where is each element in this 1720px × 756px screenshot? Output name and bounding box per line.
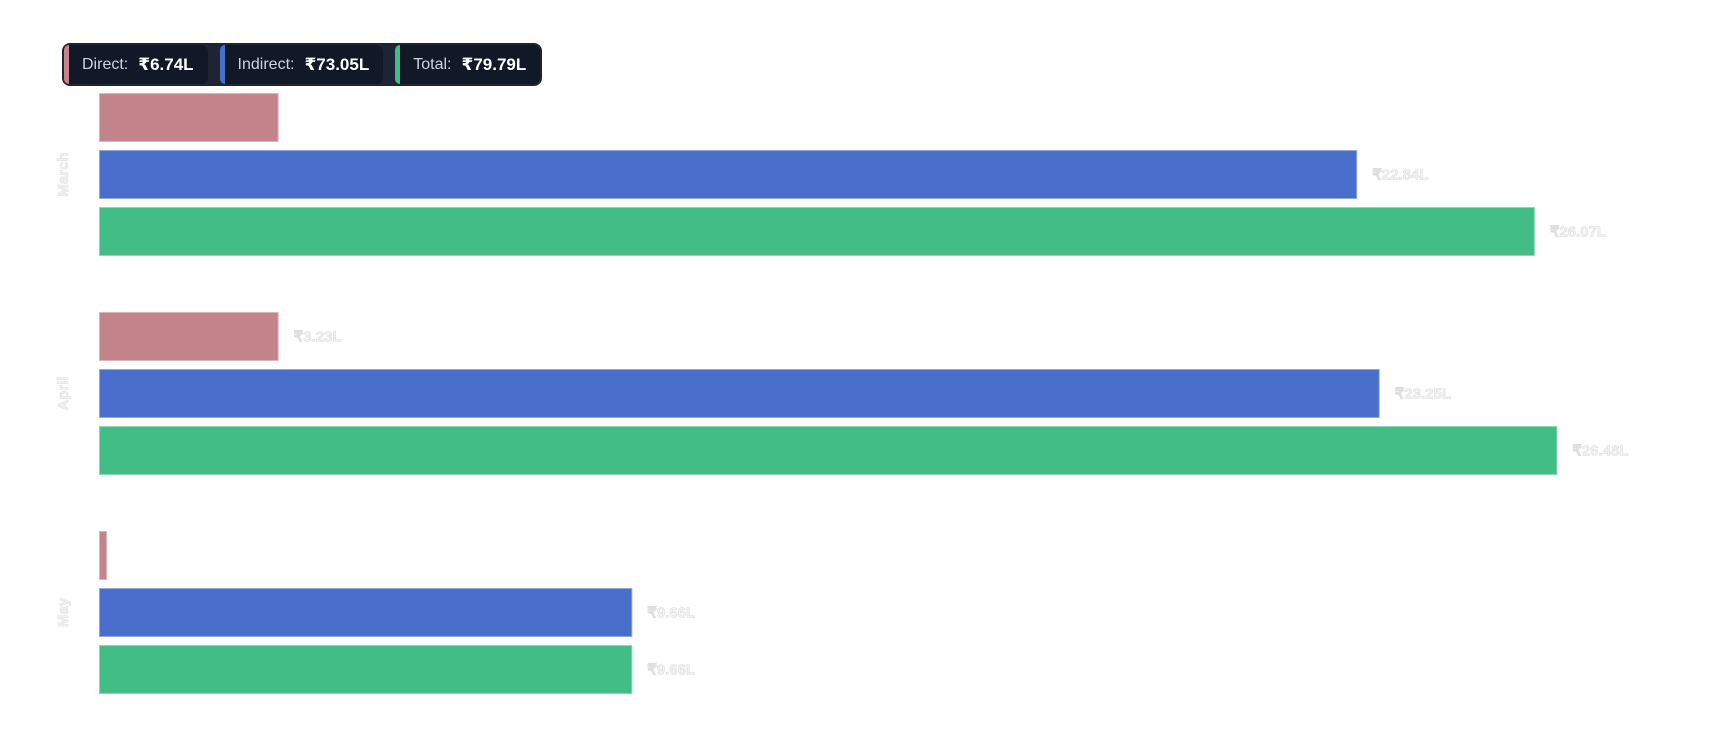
total-color-swatch xyxy=(395,45,401,84)
bar-direct-may[interactable] xyxy=(99,531,107,580)
direct-color-swatch xyxy=(64,45,69,84)
data-label-indirect-may: ₹9.66L xyxy=(647,605,695,622)
data-label-indirect-march: ₹22.84L xyxy=(1372,167,1428,184)
indirect-value: ₹73.05L xyxy=(304,54,370,74)
total-value: ₹79.79L xyxy=(461,54,527,74)
category-label-may: May xyxy=(55,597,72,627)
data-label-total-may: ₹9.66L xyxy=(647,662,695,679)
summary-total[interactable]: Total: ₹79.79L xyxy=(395,45,541,84)
bar-indirect-april[interactable] xyxy=(99,369,1380,418)
direct-label: Direct: xyxy=(82,55,129,73)
summary-direct[interactable]: Direct: ₹6.74L xyxy=(64,45,208,84)
data-label-direct-april: ₹3.23L xyxy=(294,329,342,346)
total-label: Total: xyxy=(413,55,452,73)
bar-total-may[interactable] xyxy=(99,645,633,694)
data-label-total-april: ₹26.48L xyxy=(1572,443,1628,460)
bar-direct-april[interactable] xyxy=(99,312,279,361)
category-label-april: April xyxy=(55,376,72,410)
bar-direct-march[interactable] xyxy=(99,93,279,142)
direct-value: ₹6.74L xyxy=(138,54,194,74)
data-label-indirect-april: ₹23.25L xyxy=(1395,386,1451,403)
indirect-color-swatch xyxy=(219,45,225,84)
bar-total-april[interactable] xyxy=(99,426,1558,475)
bar-indirect-march[interactable] xyxy=(99,150,1358,199)
summary-indirect[interactable]: Indirect: ₹73.05L xyxy=(219,45,384,84)
summary-legend: Direct: ₹6.74L Indirect: ₹73.05L Total: … xyxy=(62,43,543,86)
indirect-label: Indirect: xyxy=(237,55,295,73)
bar-total-march[interactable] xyxy=(99,207,1535,256)
bar-indirect-may[interactable] xyxy=(99,588,633,637)
data-label-total-march: ₹26.07L xyxy=(1550,224,1606,241)
category-label-march: March xyxy=(55,152,72,196)
